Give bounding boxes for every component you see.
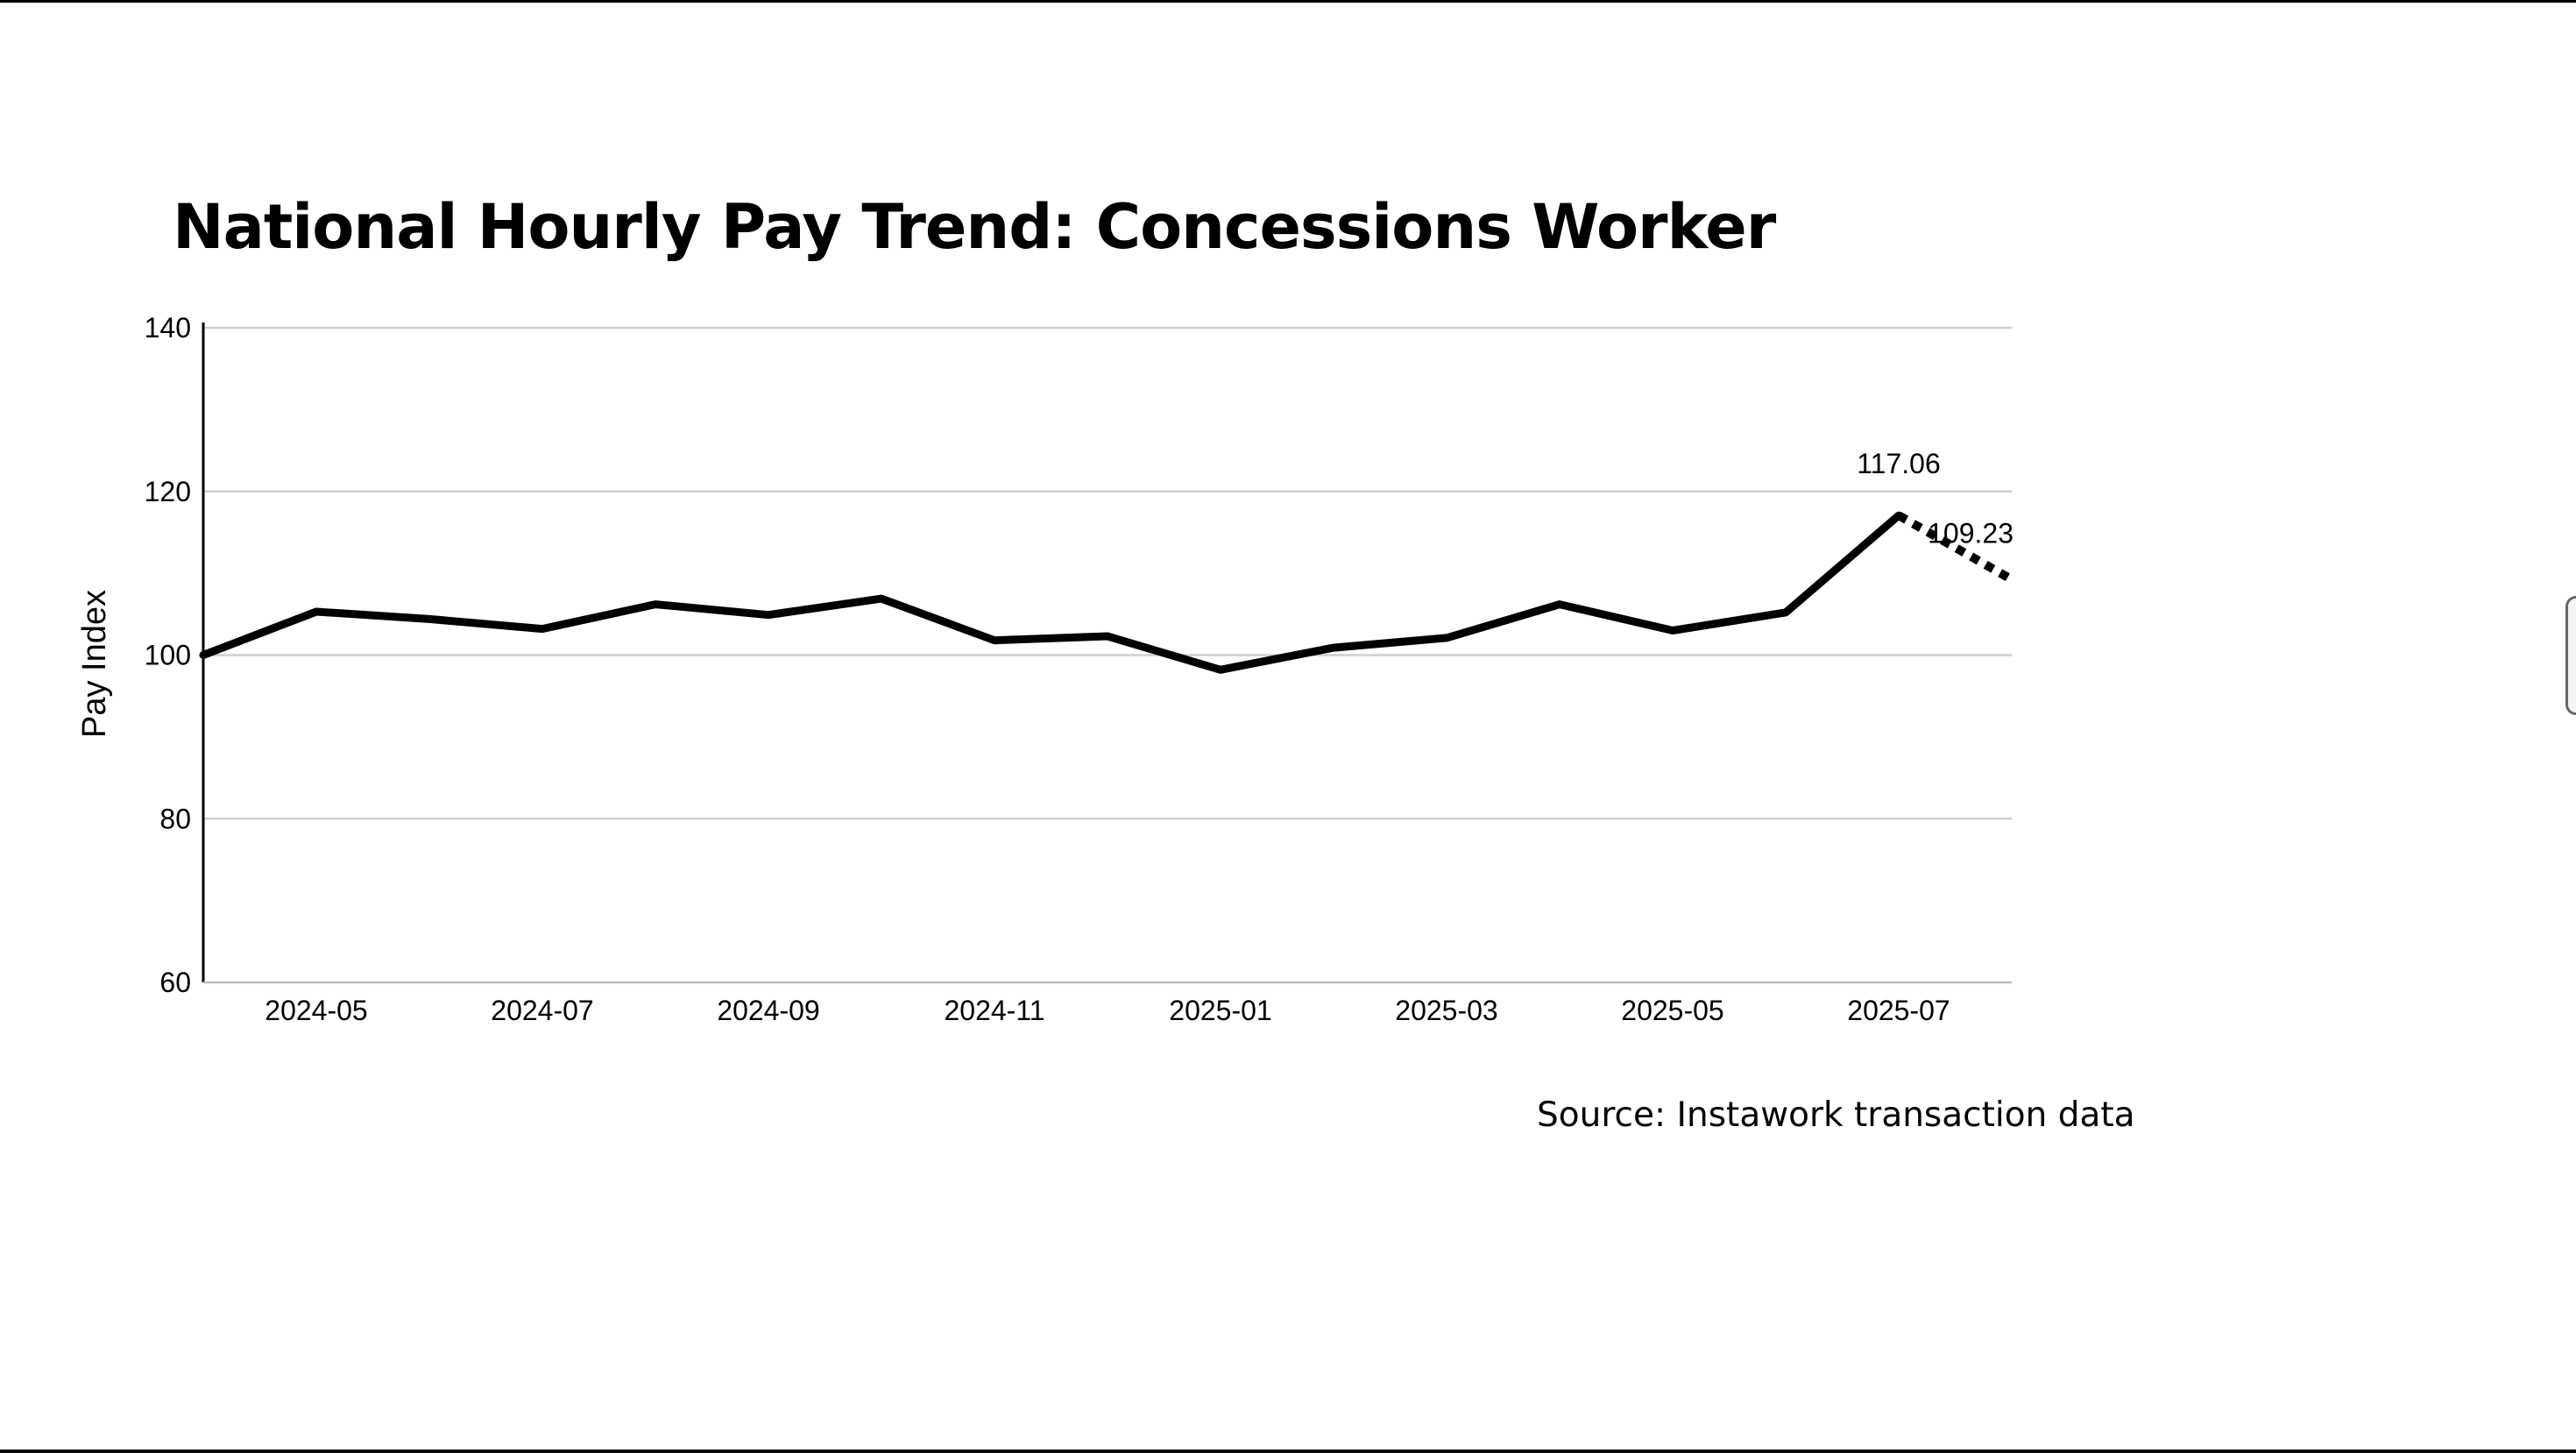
data-point	[1559, 604, 1560, 606]
source-note: Source: Instawork transaction data	[1537, 1095, 2135, 1135]
y-tick-label: 140	[145, 312, 191, 344]
x-tick-label: 2025-07	[1847, 995, 1950, 1026]
data-point	[881, 598, 882, 599]
data-point	[994, 640, 995, 641]
y-axis-label: Pay Index	[76, 590, 113, 738]
series-line	[199, 511, 1903, 674]
x-tick-label: 2024-07	[491, 995, 593, 1026]
data-point	[1107, 635, 1108, 637]
data-point	[1446, 637, 1447, 639]
data-point	[768, 614, 769, 616]
top-border	[0, 0, 2576, 3]
data-point	[428, 618, 430, 620]
x-tick-label: 2025-03	[1395, 995, 1497, 1026]
y-tick-label: 80	[159, 803, 191, 834]
series-lines	[199, 511, 2014, 674]
projected-series-line	[1896, 511, 2014, 584]
x-tick-label: 2024-09	[717, 995, 819, 1026]
data-point	[541, 628, 543, 630]
data-point	[1220, 669, 1221, 670]
labels: 60 80 100 120 140 2024-05 2024-07 2024-09 2024-1…	[76, 312, 2013, 1026]
side-panel-handle[interactable]	[2565, 596, 2576, 715]
data-point	[2011, 578, 2013, 580]
bottom-border	[0, 1449, 2576, 1453]
axes	[202, 322, 2012, 984]
x-tick-label: 2024-05	[265, 995, 367, 1026]
data-label: 117.06	[1857, 448, 1941, 479]
x-tick-label: 2025-01	[1169, 995, 1271, 1026]
y-tick-label: 100	[145, 640, 191, 671]
gridlines	[203, 326, 2012, 820]
data-label: 109.23	[1928, 517, 2013, 549]
data-point	[202, 655, 204, 656]
x-tick-label: 2024-11	[944, 995, 1044, 1026]
data-point	[315, 611, 317, 613]
x-tick-label: 2025-05	[1621, 995, 1723, 1026]
data-point	[1333, 647, 1334, 649]
y-tick-label: 60	[159, 967, 191, 998]
y-tick-label: 120	[145, 476, 191, 507]
data-point	[1898, 514, 1900, 516]
data-point	[1672, 629, 1674, 631]
chart-title: National Hourly Pay Trend: Concessions W…	[173, 191, 1776, 263]
data-point	[1785, 612, 1787, 613]
data-point	[655, 604, 656, 606]
